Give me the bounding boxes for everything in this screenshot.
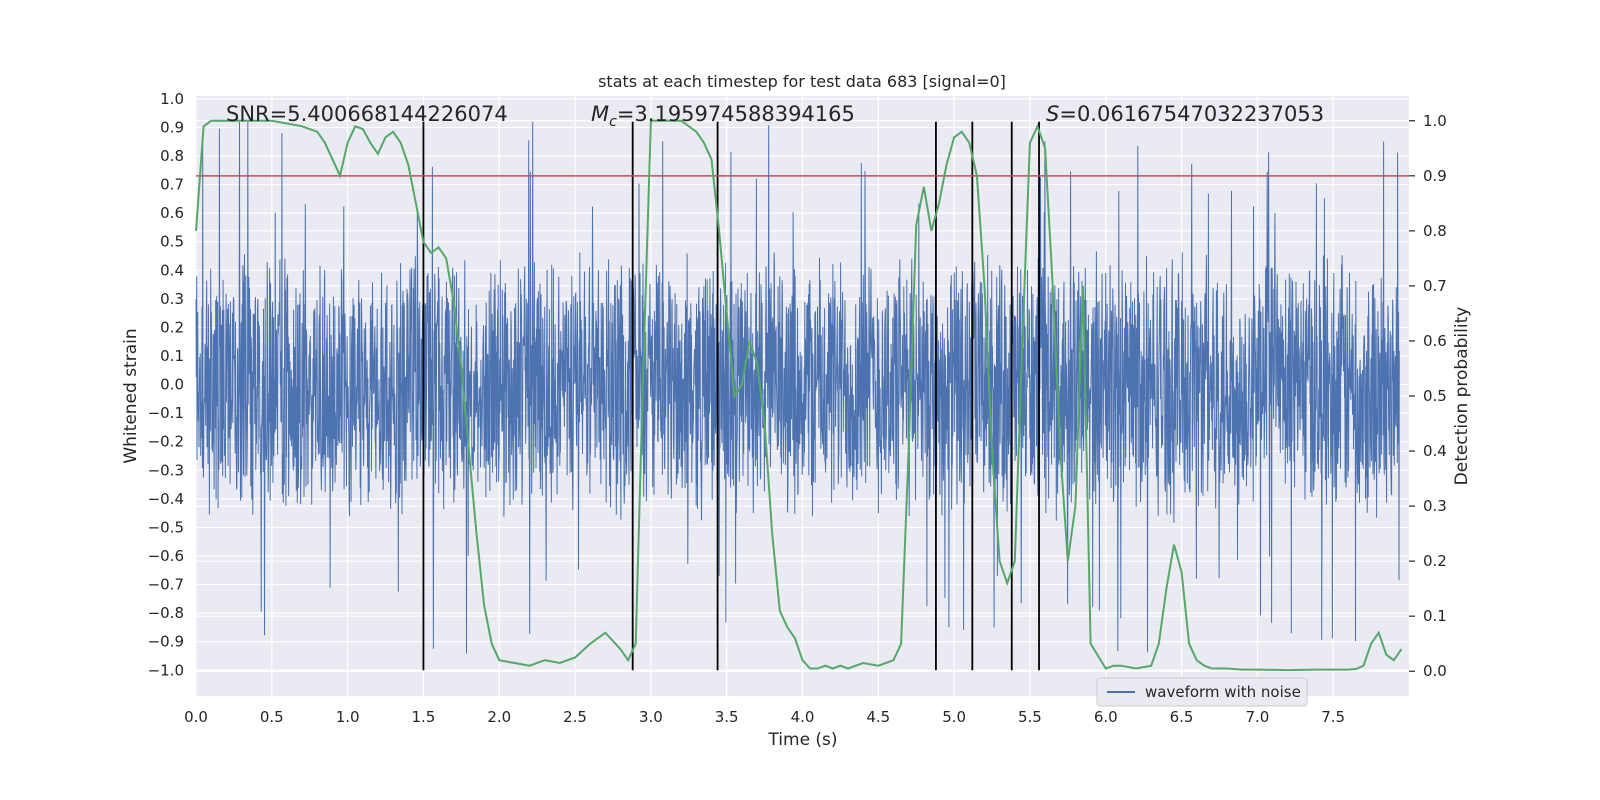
detection-probability-line [195, 119, 1403, 672]
x-tick-label: 6.5 [1170, 708, 1194, 726]
y-left-tick-label: −0.9 [148, 633, 184, 651]
x-tick-label: 2.5 [563, 708, 587, 726]
y-right-tick-label: 0.9 [1423, 167, 1447, 185]
x-tick-label: 7.5 [1321, 708, 1345, 726]
mc-subscript: c [609, 114, 617, 130]
y-left-tick-label: 0.6 [160, 204, 184, 222]
mc-symbol: M [591, 102, 609, 126]
y-left-tick-label: −0.5 [148, 518, 184, 536]
waveform-trace [195, 121, 1400, 654]
y-axis-left-label: Whitened strain [121, 328, 141, 463]
y-right-tick-label: 0.1 [1423, 607, 1447, 625]
y-left-tick-label: 0.1 [160, 347, 184, 365]
x-tick-label: 3.5 [715, 708, 739, 726]
y-left-tick-label: 0.7 [160, 176, 184, 194]
y-left-tick-label: −0.4 [148, 490, 184, 508]
x-tick-label: 3.0 [639, 708, 663, 726]
x-tick-label: 5.5 [1018, 708, 1042, 726]
s-symbol: S [1046, 102, 1059, 126]
y-left-tick-label: 0.9 [160, 118, 184, 136]
y-right-tick-label: 0.6 [1423, 332, 1447, 350]
y-right-tick-label: 0.8 [1423, 222, 1447, 240]
y-right-tick-label: 0.3 [1423, 497, 1447, 515]
y-left-tick-label: −0.6 [148, 547, 184, 565]
y-left-tick-label: 0.0 [160, 376, 184, 394]
waveform-with-noise-series [195, 121, 1400, 654]
y-axis-right-label: Detection probability [1452, 307, 1472, 486]
y-right-tick-label: 0.7 [1423, 277, 1447, 295]
x-tick-label: 1.0 [336, 708, 360, 726]
mc-value: =3.195974588394165 [617, 102, 855, 126]
y-right-tick-label: 0.2 [1423, 552, 1447, 570]
x-tick-label: 7.0 [1245, 708, 1269, 726]
mc-annotation: Mc=3.195974588394165 [591, 102, 855, 130]
vertical-marker-lines [422, 121, 1040, 671]
y-left-tick-label: −0.2 [148, 433, 184, 451]
y-left-tick-label: −0.3 [148, 461, 184, 479]
y-left-tick-label: 0.2 [160, 318, 184, 336]
y-left-tick-label: −0.1 [148, 404, 184, 422]
x-tick-label: 5.0 [942, 708, 966, 726]
y-right-tick-label: 0.0 [1423, 662, 1447, 680]
y-left-tick-label: −0.8 [148, 604, 184, 622]
s-value: =0.06167547032237053 [1059, 102, 1324, 126]
y-left-tick-label: 0.3 [160, 290, 184, 308]
x-tick-label: 6.0 [1094, 708, 1118, 726]
y-left-tick-label: 0.4 [160, 261, 184, 279]
y-left-tick-label: 0.8 [160, 147, 184, 165]
s-annotation: S=0.06167547032237053 [1046, 102, 1324, 126]
x-tick-label: 2.0 [487, 708, 511, 726]
y-left-tick-label: 1.0 [160, 90, 184, 108]
y-right-tick-label: 1.0 [1423, 112, 1447, 130]
x-tick-label: 4.0 [791, 708, 815, 726]
y-left-tick-label: 0.5 [160, 233, 184, 251]
x-tick-label: 1.5 [412, 708, 436, 726]
y-left-tick-label: −1.0 [148, 661, 184, 679]
x-tick-label: 4.5 [866, 708, 890, 726]
chart-title: stats at each timestep for test data 683… [598, 72, 1006, 91]
x-tick-label: 0.0 [184, 708, 208, 726]
legend-label-waveform: waveform with noise [1145, 683, 1301, 701]
x-tick-label: 0.5 [260, 708, 284, 726]
legend-box [1096, 677, 1308, 707]
snr-annotation: SNR=5.400668144226074 [226, 102, 508, 126]
y-right-tick-label: 0.5 [1423, 387, 1447, 405]
axis-ticks: 0.0 0.5 1.0 1.5 2.0 2.5 3.0 3.5 4.0 4.5 5.0 5.5 6.0 6… [148, 90, 1447, 726]
y-left-tick-label: −0.7 [148, 576, 184, 594]
legend: waveform with noise [1096, 677, 1308, 707]
y-right-tick-label: 0.4 [1423, 442, 1447, 460]
x-axis-label: Time (s) [767, 730, 837, 750]
